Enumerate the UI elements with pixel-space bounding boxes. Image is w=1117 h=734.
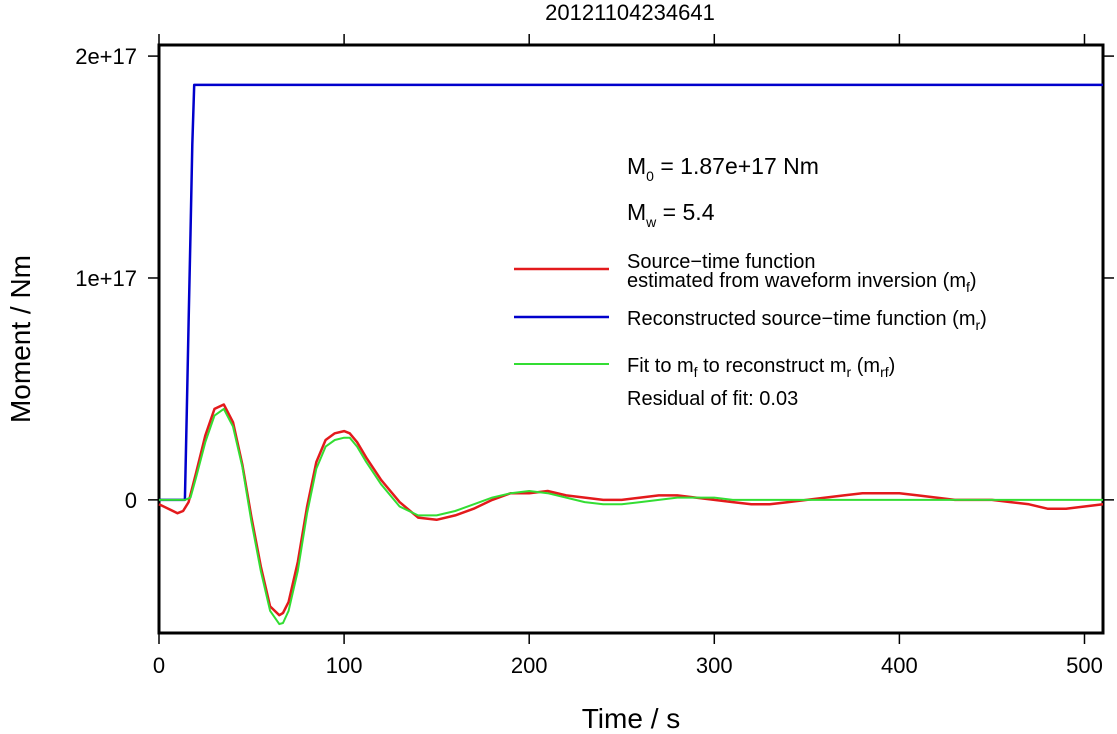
plot-frame — [157, 43, 1105, 635]
y-tick-label: 0 — [125, 488, 137, 513]
series-reconstructed — [159, 83, 1103, 502]
x-tick-label: 400 — [881, 653, 918, 678]
series-source-time-function — [158, 403, 1104, 617]
chart-title: 20121104234641 — [545, 0, 715, 25]
axis-ticks: 0 100 200 300 400 500 0 1e+17 2e+17 — [75, 34, 1114, 678]
x-tick-label: 500 — [1066, 653, 1103, 678]
x-tick-label: 200 — [511, 653, 548, 678]
y-tick-label: 1e+17 — [75, 266, 137, 291]
series-group — [158, 83, 1104, 626]
series-fit — [159, 407, 1103, 626]
residual-annotation: Residual of fit: 0.03 — [627, 388, 798, 410]
legend-label-red-line1: Source−time function — [627, 251, 815, 273]
x-tick-label: 0 — [153, 653, 165, 678]
x-tick-label: 100 — [326, 653, 363, 678]
y-tick-label: 2e+17 — [75, 44, 137, 69]
legend: Source−time function estimated from wave… — [514, 251, 987, 410]
y-axis-title: Moment / Nm — [5, 255, 36, 423]
legend-label-red-line2: estimated from waveform inversion (mf) — [627, 270, 977, 295]
moment-magnitude-annotation: Mw = 5.4 — [627, 199, 715, 230]
seismic-moment-annotation: M0 = 1.87e+17 Nm — [627, 153, 819, 184]
legend-label-blue: Reconstructed source−time function (mr) — [627, 308, 987, 333]
legend-label-green: Fit to mf to reconstruct mr (mrf) — [627, 355, 895, 380]
x-axis-title: Time / s — [582, 703, 681, 734]
x-tick-label: 300 — [696, 653, 733, 678]
